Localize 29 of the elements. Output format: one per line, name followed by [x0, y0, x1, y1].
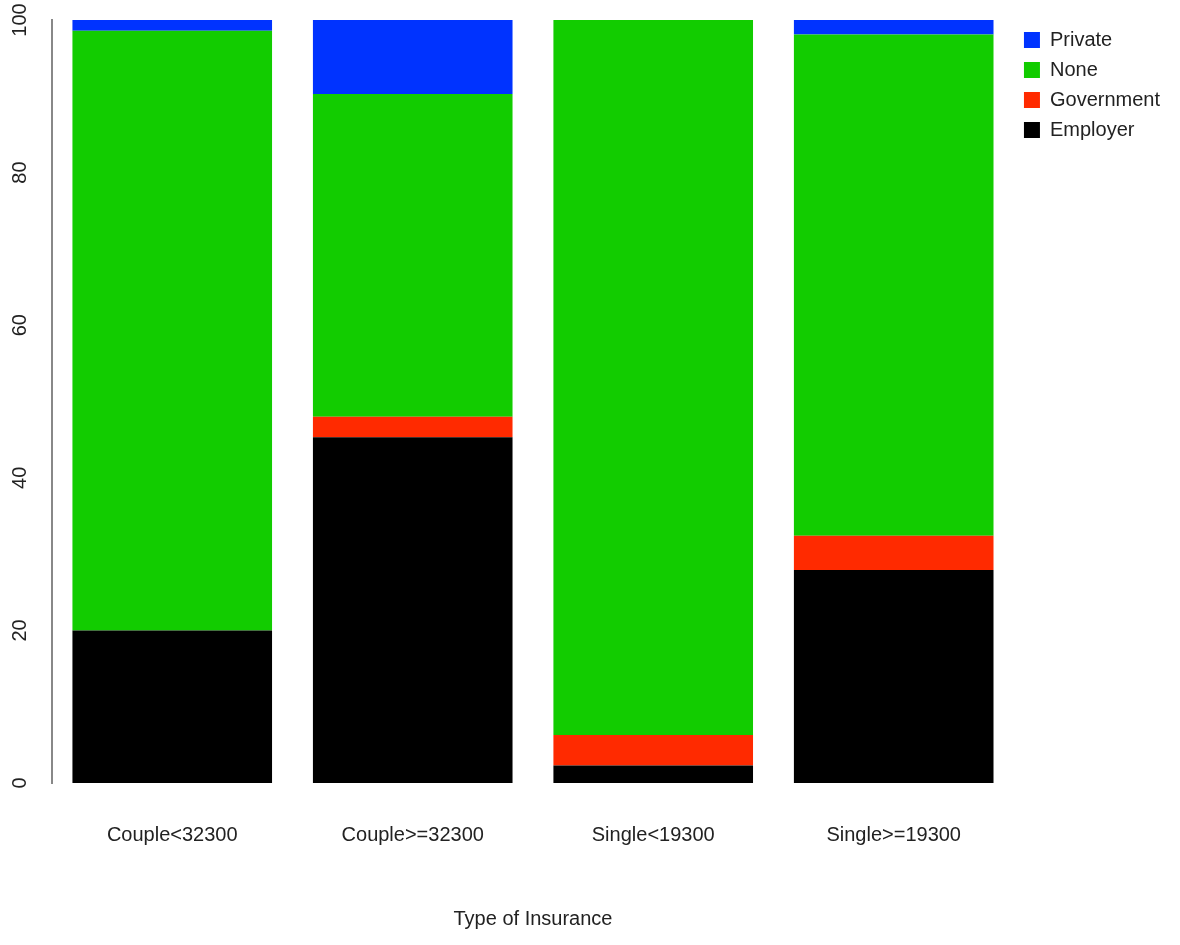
legend-label: None: [1049, 57, 1098, 80]
x-tick-label: Couple>=32300: [341, 822, 484, 845]
bar: [553, 765, 754, 783]
y-tick-label: 100: [7, 3, 30, 37]
x-tick-label: Single<19300: [591, 822, 715, 845]
bar: [793, 535, 994, 571]
legend-label: Private: [1049, 27, 1113, 50]
bar: [312, 416, 513, 438]
bar: [793, 20, 994, 35]
y-tick-label: 80: [7, 161, 30, 184]
bar: [72, 20, 273, 31]
bar: [553, 734, 754, 766]
legend-label: Employer: [1049, 117, 1135, 140]
bar: [72, 30, 273, 631]
x-axis-title: Type of Insurance: [453, 906, 613, 929]
bar: [793, 34, 994, 536]
y-tick-label: 0: [7, 777, 30, 789]
x-tick-label: Couple<32300: [106, 822, 238, 845]
bar: [312, 20, 513, 95]
bar: [553, 20, 754, 735]
bar: [72, 630, 273, 783]
y-tick-label: 40: [7, 466, 30, 489]
x-tick-label: Single>=19300: [826, 822, 961, 845]
legend-label: Government: [1049, 87, 1161, 110]
bar: [312, 437, 513, 783]
y-tick-label: 60: [7, 314, 30, 337]
bar: [793, 570, 994, 783]
bar: [312, 94, 513, 417]
y-tick-label: 20: [7, 619, 30, 642]
